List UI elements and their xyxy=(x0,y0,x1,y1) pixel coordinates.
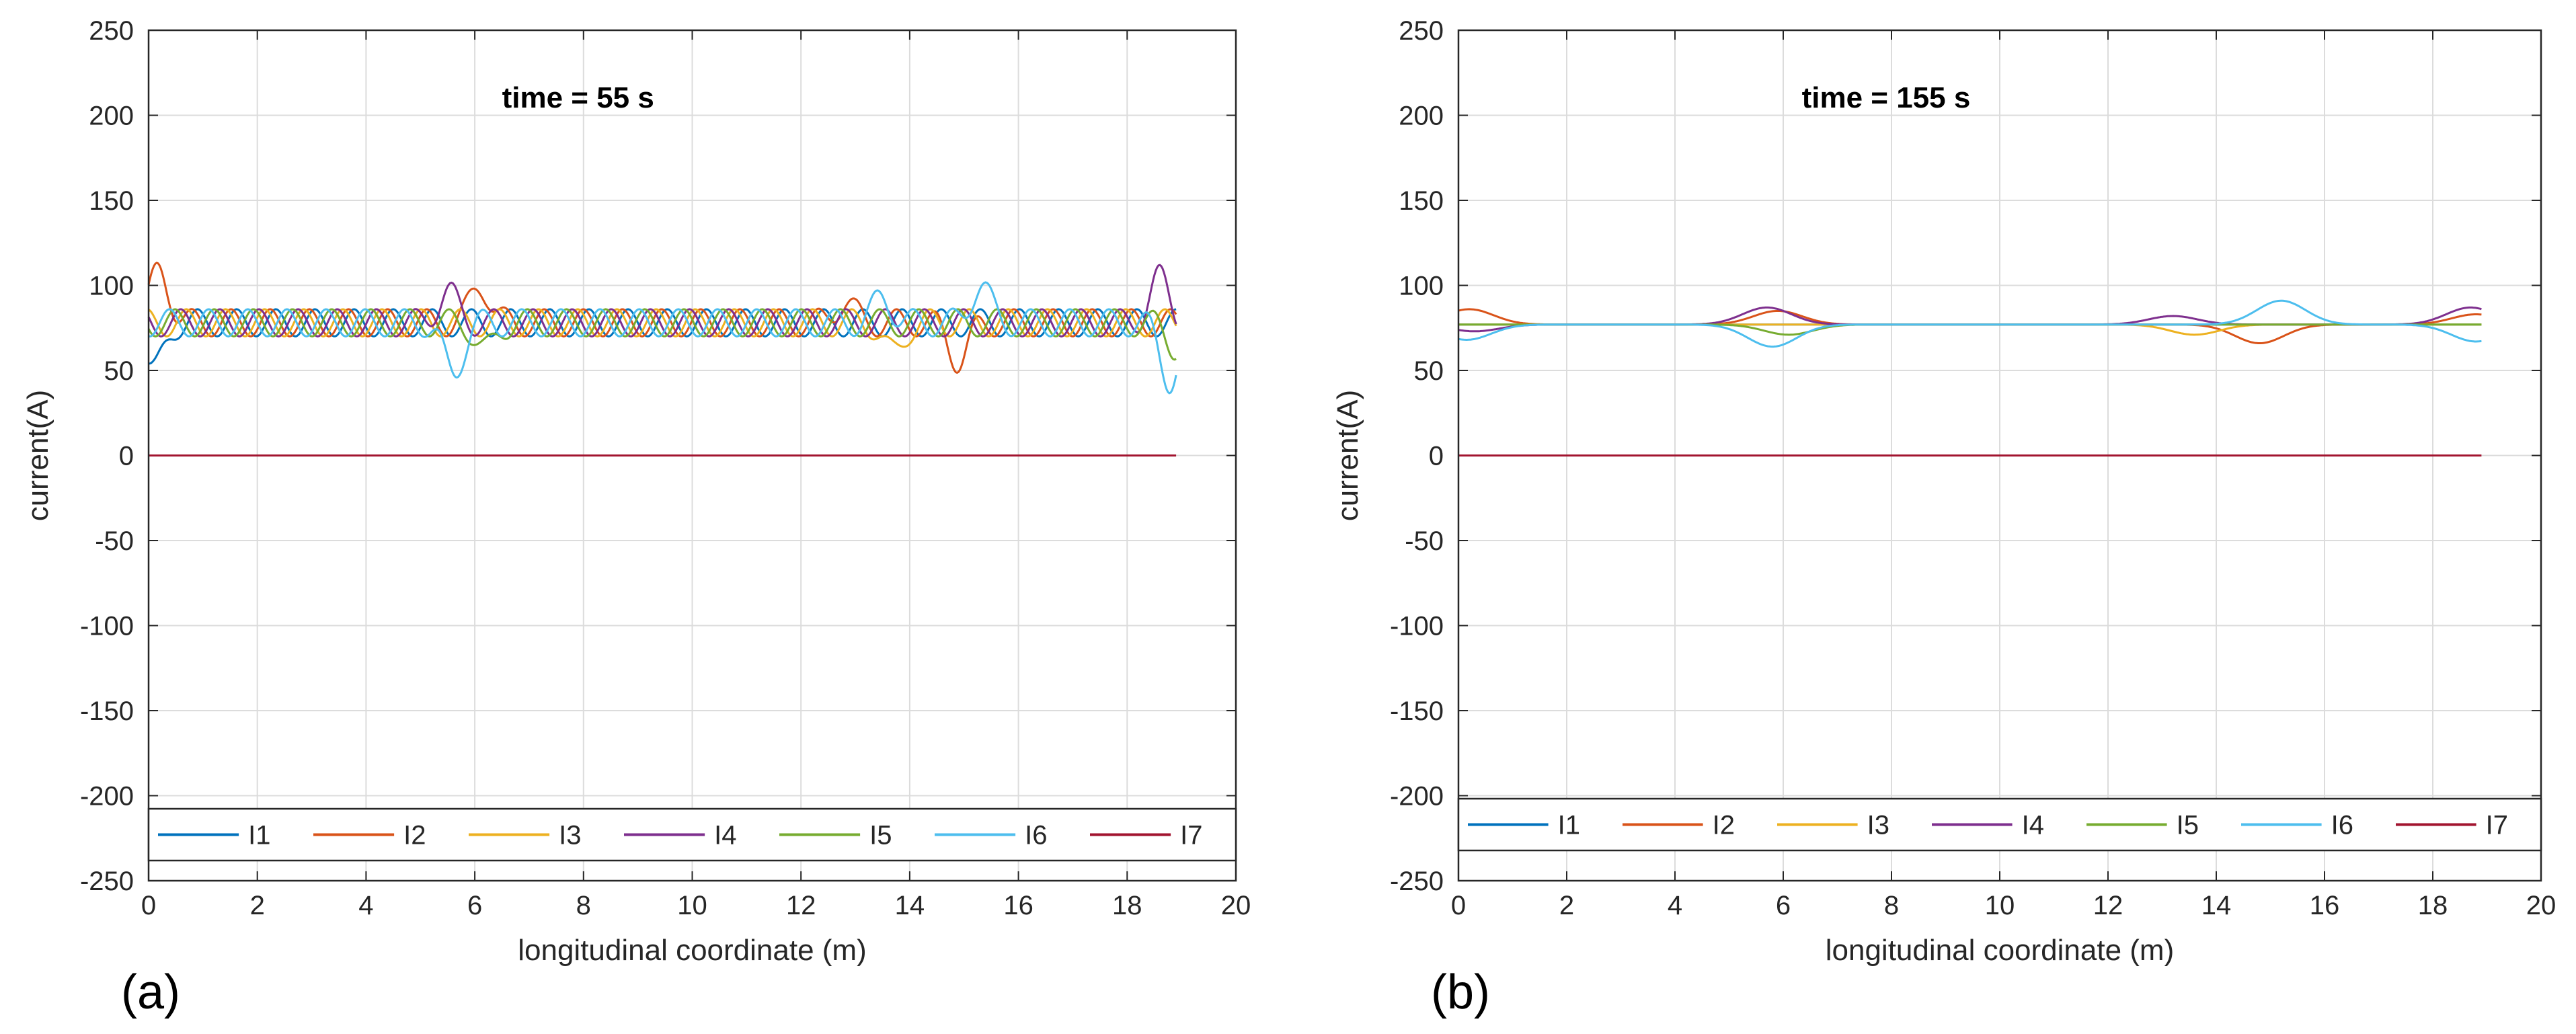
series-group xyxy=(1458,299,2482,456)
x-tick-label: 8 xyxy=(1884,891,1899,920)
legend-label-I1: I1 xyxy=(1558,811,1580,840)
x-tick-label: 4 xyxy=(358,891,373,920)
x-tick-label: 10 xyxy=(1985,891,2015,920)
panel-label: (a) xyxy=(121,965,180,1019)
y-tick-label: 100 xyxy=(89,272,134,301)
y-tick-label: 50 xyxy=(104,356,134,386)
x-tick-label: 16 xyxy=(1003,891,1033,920)
y-tick-label: 0 xyxy=(1429,442,1444,471)
series-line-I6 xyxy=(1458,299,2482,348)
y-tick-label: -200 xyxy=(80,782,134,811)
y-tick-label: -50 xyxy=(95,526,134,556)
y-tick-label: -100 xyxy=(1390,612,1444,641)
x-tick-label: 8 xyxy=(576,891,591,920)
y-tick-label: 150 xyxy=(89,186,134,216)
legend-label-I4: I4 xyxy=(714,821,736,850)
x-tick-label: 6 xyxy=(1776,891,1791,920)
legend-label-I1: I1 xyxy=(248,821,270,850)
y-tick-label: -250 xyxy=(80,867,134,896)
x-tick-label: 18 xyxy=(2418,891,2448,920)
y-tick-label: 250 xyxy=(89,16,134,46)
legend-label-I7: I7 xyxy=(2486,811,2508,840)
series-line-I5 xyxy=(147,308,1177,361)
y-tick-label: -50 xyxy=(1405,526,1444,556)
y-tick-label: 0 xyxy=(119,442,134,471)
series-line-I4 xyxy=(147,264,1177,337)
series-group xyxy=(147,262,1177,456)
x-tick-label: 2 xyxy=(1559,891,1574,920)
axes-box xyxy=(1457,29,2542,882)
legend-label-I7: I7 xyxy=(1180,821,1202,850)
chart-panel-a: 0 2 4 6 8 10 12 14 16 18 20 250 200 150 100 50 0 -50 -100 -… xyxy=(22,16,1251,1019)
y-tick-label: -250 xyxy=(1390,867,1444,896)
chart-title: time = 155 s xyxy=(1802,81,1971,114)
panel-label: (b) xyxy=(1431,965,1490,1019)
series-line-I2 xyxy=(147,262,1177,374)
x-axis-label: longitudinal coordinate (m) xyxy=(1826,934,2175,967)
x-tick-label: 14 xyxy=(895,891,925,920)
x-tick-label: 12 xyxy=(786,891,816,920)
x-tick-label: 0 xyxy=(141,891,156,920)
y-axis-label: current(A) xyxy=(1331,390,1364,522)
y-tick-label: 200 xyxy=(1399,102,1444,131)
x-tick-label: 12 xyxy=(2093,891,2123,920)
y-tick-label: -200 xyxy=(1390,782,1444,811)
y-tick-label: -150 xyxy=(80,697,134,726)
x-tick-label: 10 xyxy=(677,891,707,920)
series-line-I1 xyxy=(148,308,1177,365)
y-tick-label: 100 xyxy=(1399,272,1444,301)
legend-label-I5: I5 xyxy=(2177,811,2199,840)
x-tick-label: 14 xyxy=(2201,891,2232,920)
y-tick-label: 200 xyxy=(89,102,134,131)
x-tick-label: 16 xyxy=(2310,891,2340,920)
y-tick-label: -150 xyxy=(1390,697,1444,726)
x-tick-label: 20 xyxy=(1221,891,1251,920)
y-tick-label: 50 xyxy=(1414,356,1444,386)
y-tick-label: 150 xyxy=(1399,186,1444,216)
x-tick-label: 20 xyxy=(2526,891,2557,920)
x-axis-label: longitudinal coordinate (m) xyxy=(518,934,867,967)
x-tick-label: 4 xyxy=(1668,891,1682,920)
legend-label-I3: I3 xyxy=(559,821,581,850)
legend-label-I3: I3 xyxy=(1867,811,1889,840)
y-tick-label: 250 xyxy=(1399,16,1444,46)
y-tick-label: -100 xyxy=(80,612,134,641)
y-axis-label: current(A) xyxy=(22,390,54,522)
legend-label-I4: I4 xyxy=(2022,811,2044,840)
x-tick-label: 6 xyxy=(467,891,482,920)
legend-label-I2: I2 xyxy=(403,821,426,850)
x-tick-label: 2 xyxy=(250,891,265,920)
x-tick-label: 0 xyxy=(1451,891,1466,920)
legend-label-I5: I5 xyxy=(869,821,892,850)
legend-label-I6: I6 xyxy=(1025,821,1047,850)
legend-label-I6: I6 xyxy=(2331,811,2353,840)
axes-box xyxy=(147,29,1237,882)
legend-label-I2: I2 xyxy=(1713,811,1735,840)
chart-title: time = 55 s xyxy=(502,81,654,114)
x-tick-label: 18 xyxy=(1112,891,1142,920)
chart-panel-b: 0 2 4 6 8 10 12 14 16 18 20 250 200 150 100 50 0 -50 -100 -… xyxy=(1331,16,2556,1019)
series-line-I6 xyxy=(148,281,1177,395)
